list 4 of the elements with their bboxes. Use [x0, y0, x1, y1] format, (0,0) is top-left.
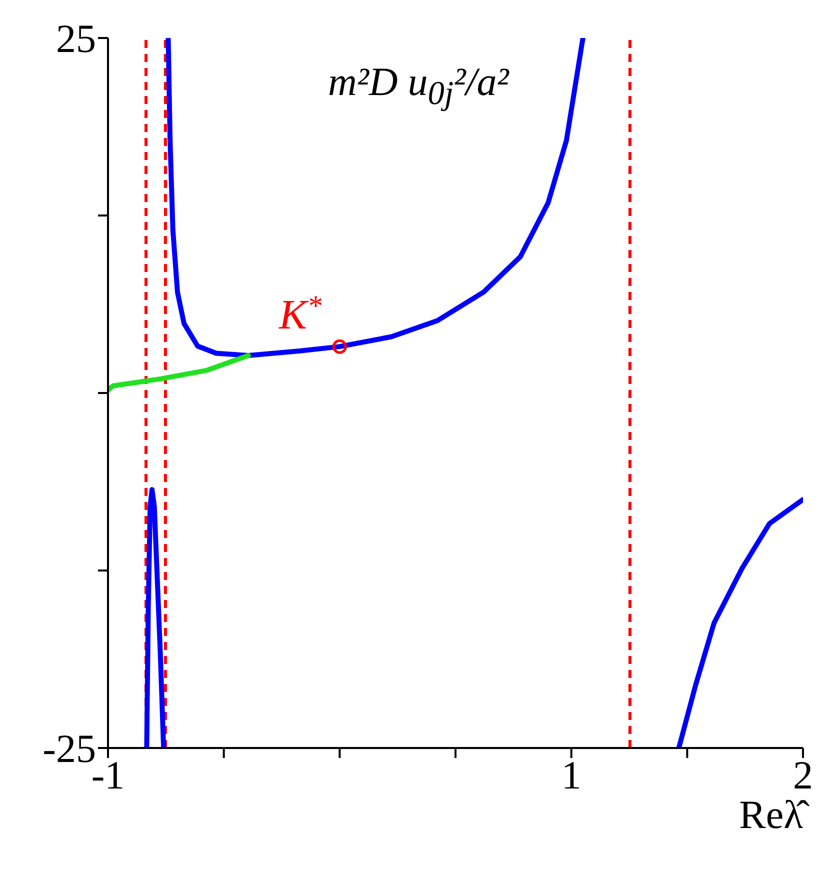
y-tick-label: 25: [56, 16, 96, 62]
y-axis-title: m²D u$_{0j}$²/a²: [328, 58, 509, 113]
x-tick-label: 1: [561, 752, 582, 798]
annotation: K$^{*}$: [278, 290, 322, 339]
